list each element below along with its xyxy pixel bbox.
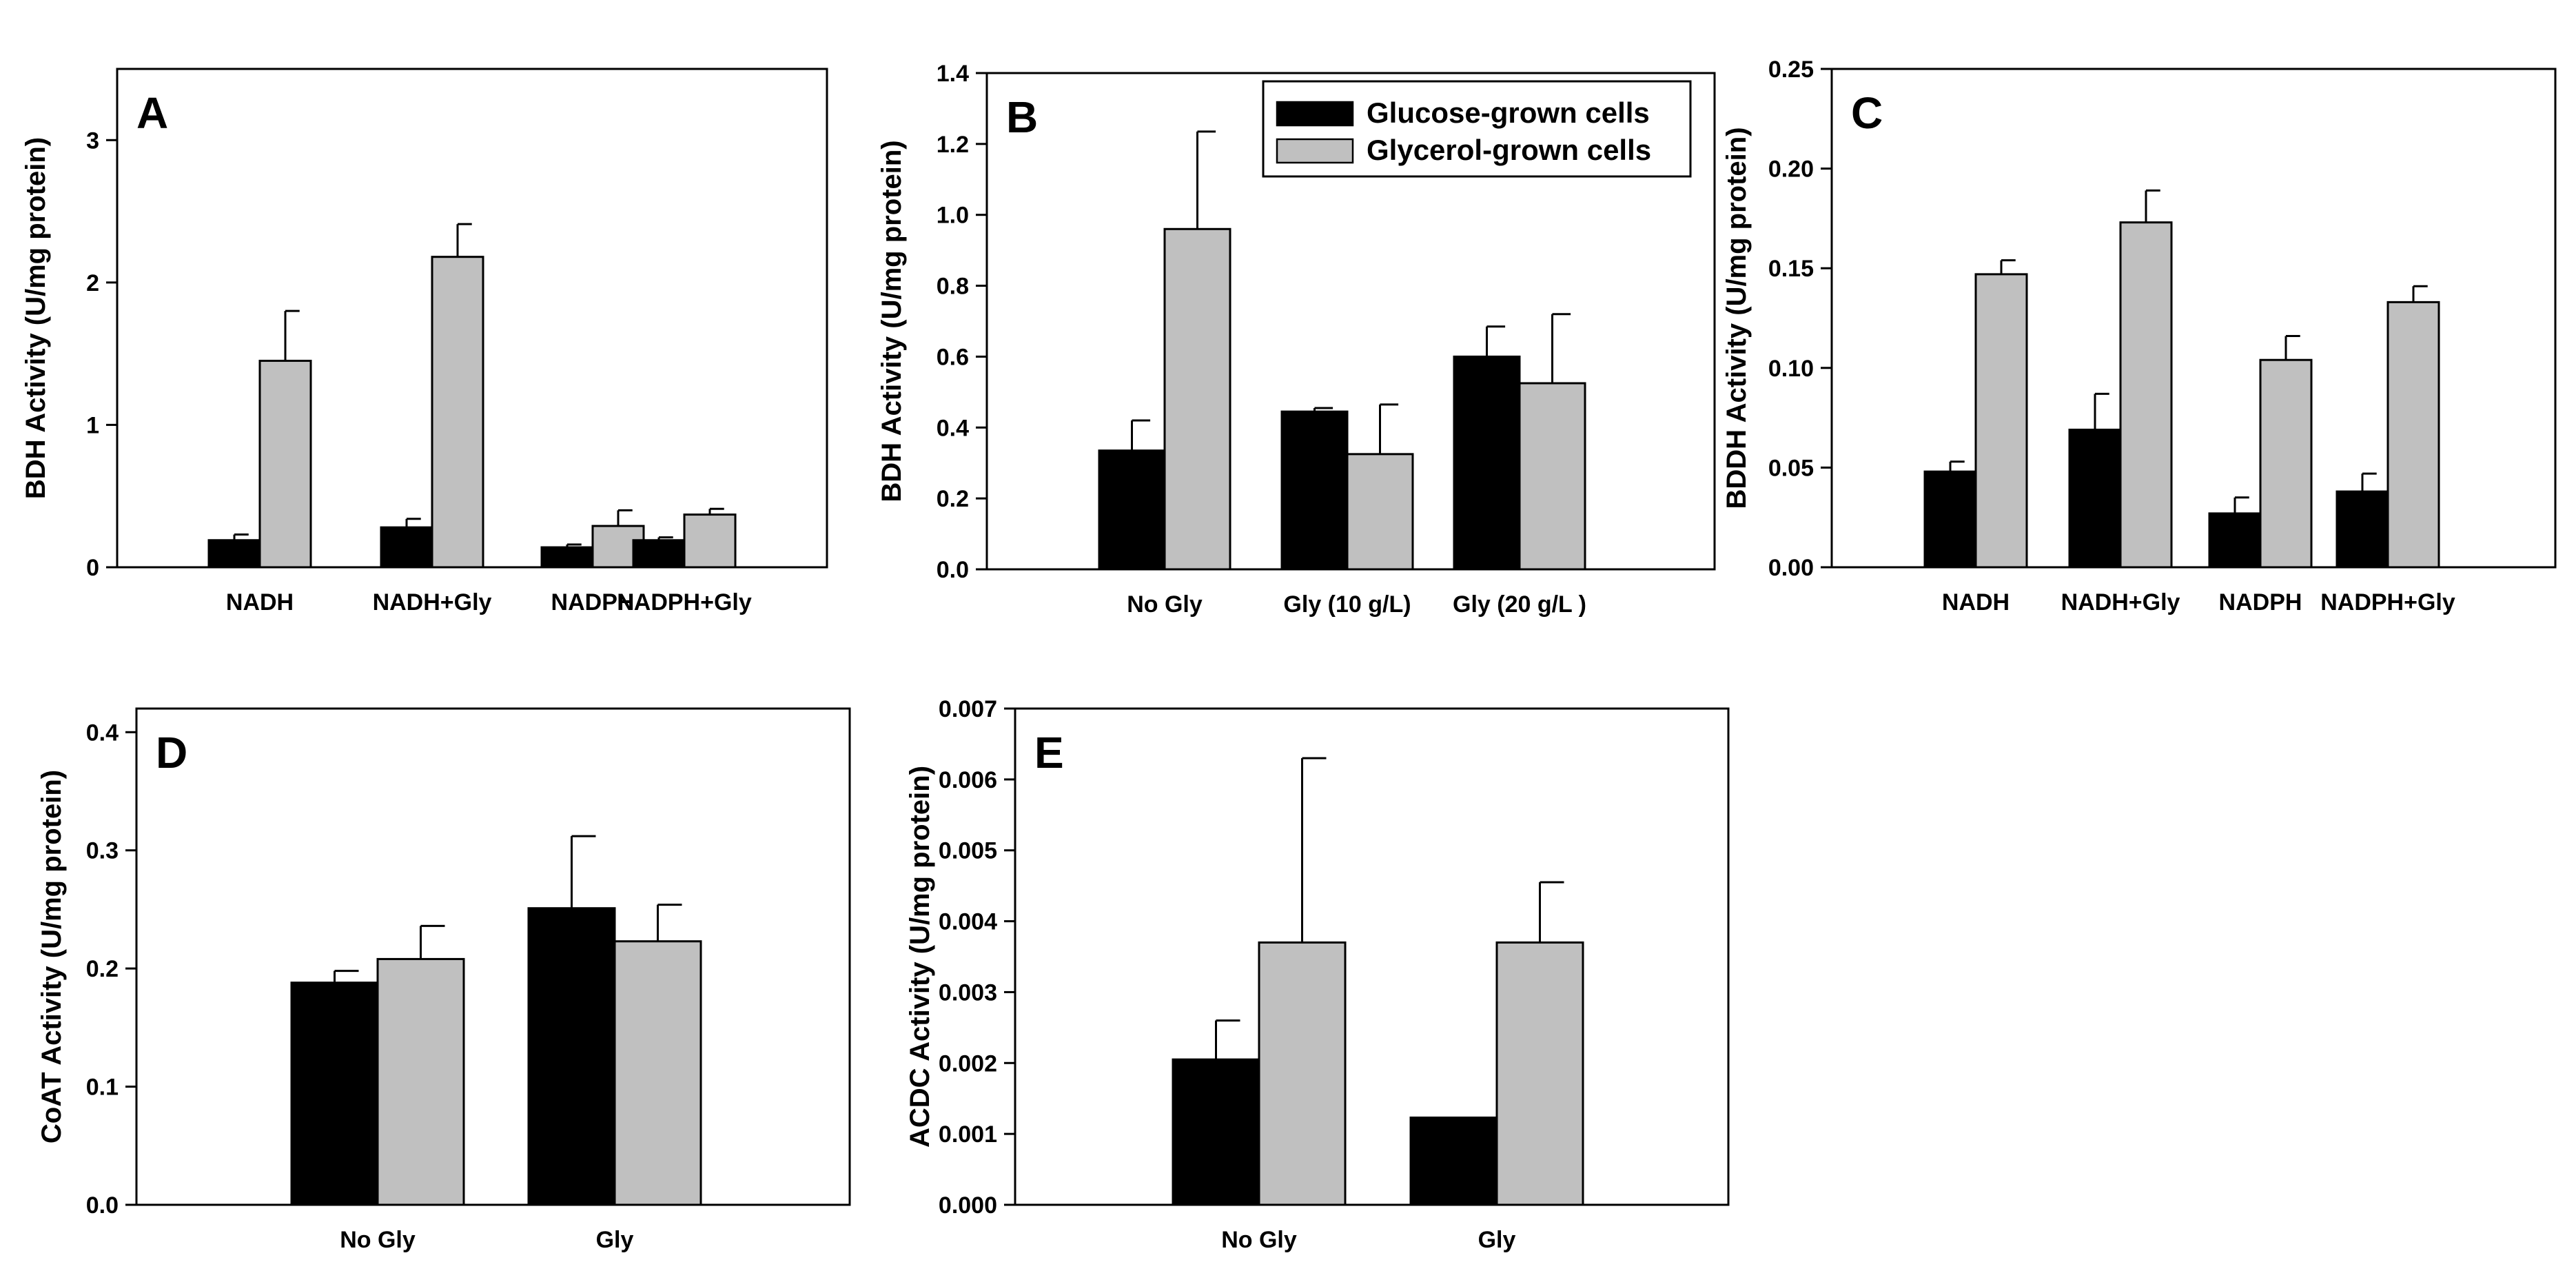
y-tick-label: 0.00 (1768, 555, 1814, 581)
panel-letter: D (156, 728, 187, 777)
y-tick-label: 0.000 (939, 1192, 997, 1219)
y-tick-label: 3 (86, 128, 99, 154)
y-axis-title: BDDH Activity (U/mg protein) (1721, 127, 1752, 509)
y-tick-label: 1.0 (937, 203, 969, 229)
y-tick-label: 0.2 (86, 956, 119, 982)
y-tick-label: 0.0 (86, 1192, 119, 1219)
x-category-label: NADPH (551, 589, 635, 615)
bar-glucose (632, 539, 686, 569)
bar-glucose (1453, 355, 1521, 571)
bar-glycerol (376, 957, 465, 1206)
bar-glycerol (1258, 941, 1347, 1206)
bar-glucose (1923, 470, 1977, 569)
bar-glucose (1098, 449, 1166, 571)
bar-glycerol (1518, 382, 1586, 571)
bar-glucose (290, 981, 379, 1206)
bar-glycerol (613, 940, 702, 1206)
y-axis-title: BDH Activity (U/mg protein) (877, 140, 907, 502)
panel-b: 0.0 0.2 0.4 0.6 0.8 1.0 1.2 1.4 BDH Activity (U/… (877, 61, 1716, 618)
y-tick-label: 1.4 (937, 61, 969, 87)
bar-glycerol (2119, 221, 2173, 569)
y-tick-label: 1 (86, 412, 99, 438)
y-tick-label: 0.004 (939, 909, 997, 935)
bar-glycerol (1974, 273, 2028, 569)
bar-glycerol (431, 256, 484, 569)
bar-glycerol (2259, 358, 2313, 569)
y-tick-label: 0.25 (1768, 57, 1814, 83)
bar-glucose (540, 546, 594, 569)
y-axis-title: BDH Activity (U/mg protein) (21, 137, 51, 499)
y-tick-label: 0.001 (939, 1121, 997, 1148)
legend-swatch-glucose (1276, 101, 1354, 127)
y-tick-label: 0.05 (1768, 455, 1814, 481)
bar-glycerol (683, 513, 737, 569)
bar-glycerol (1346, 453, 1414, 571)
x-category-label: NADH+Gly (2061, 589, 2180, 615)
y-tick-label: 2 (86, 270, 99, 296)
plot-frame (1830, 68, 2557, 569)
bar-glycerol (1495, 941, 1584, 1206)
y-tick-label: 0.6 (937, 344, 969, 370)
x-category-label: No Gly (1221, 1227, 1297, 1253)
y-tick-label: 0.1 (86, 1075, 119, 1101)
panel-c: 0.00 0.05 0.10 0.15 0.20 0.25 BDDH Activity (U… (1721, 57, 2557, 615)
bar-glucose (2208, 512, 2262, 569)
y-tick-label: 0.003 (939, 979, 997, 1006)
x-category-label: Gly (10 g/L) (1283, 591, 1411, 618)
bar-glycerol (2386, 301, 2440, 569)
x-category-label: NADH (1942, 589, 2010, 615)
legend-label-glucose: Glucose-grown cells (1367, 96, 1650, 129)
bar-glycerol (1163, 227, 1231, 571)
x-category-label: No Gly (340, 1227, 416, 1253)
x-category-label: No Gly (1127, 591, 1203, 618)
x-category-label: NADH+Gly (373, 589, 492, 615)
bar-glucose (2335, 490, 2389, 569)
y-axis-title: ACDC Activity (U/mg protein) (905, 766, 935, 1148)
y-tick-label: 0.4 (937, 415, 969, 441)
legend-label-glycerol: Glycerol-grown cells (1367, 134, 1651, 166)
legend: Glucose-grown cells Glycerol-grown cells (1262, 80, 1692, 178)
x-category-label: NADPH (2219, 589, 2302, 615)
y-tick-label: 0.0 (937, 557, 969, 583)
y-tick-label: 0.15 (1768, 256, 1814, 282)
y-tick-label: 0.8 (937, 274, 969, 300)
panel-a: 0 1 2 3 BDH Activity (U/mg protein) A NADH NADH… (21, 68, 828, 615)
bar-glucose (2068, 428, 2122, 569)
x-category-label: NADPH+Gly (2320, 589, 2455, 615)
bar-glycerol (258, 359, 312, 569)
y-tick-label: 0 (86, 555, 99, 581)
bar-glucose (1280, 410, 1349, 571)
x-category-label: NADPH+Gly (617, 589, 752, 615)
legend-swatch-glycerol (1276, 138, 1354, 164)
bar-glucose (380, 526, 433, 569)
x-category-label: NADH (226, 589, 294, 615)
y-axis-title: CoAT Activity (U/mg protein) (37, 770, 67, 1143)
y-tick-label: 0.20 (1768, 156, 1814, 183)
plot-frame (135, 707, 851, 1206)
y-tick-label: 0.002 (939, 1050, 997, 1077)
y-tick-label: 0.2 (937, 486, 969, 512)
panel-letter: C (1851, 88, 1883, 138)
x-category-label: Gly (1478, 1227, 1516, 1253)
bar-glucose (1172, 1058, 1260, 1206)
panel-letter: A (136, 88, 168, 138)
y-tick-label: 0.4 (86, 720, 119, 746)
x-category-label: Gly (596, 1227, 634, 1253)
y-tick-label: 0.10 (1768, 356, 1814, 382)
panel-letter: E (1034, 728, 1064, 777)
bar-glucose (527, 907, 616, 1206)
bar-glucose (207, 539, 261, 569)
y-tick-label: 0.007 (939, 696, 997, 722)
y-tick-label: 1.2 (937, 132, 969, 158)
y-tick-label: 0.3 (86, 838, 119, 864)
plot-frame (1014, 707, 1730, 1206)
panel-e: 0.000 0.001 0.002 0.003 0.004 0.005 0.006 0.007… (905, 696, 1730, 1253)
panel-letter: B (1006, 92, 1038, 142)
x-category-label: Gly (20 g/L ) (1453, 591, 1586, 618)
y-tick-label: 0.006 (939, 767, 997, 793)
bar-glucose (1409, 1116, 1498, 1206)
y-tick-label: 0.005 (939, 838, 997, 864)
panel-d: 0.0 0.1 0.2 0.3 0.4 CoAT Activity (U/mg prote… (37, 707, 851, 1253)
